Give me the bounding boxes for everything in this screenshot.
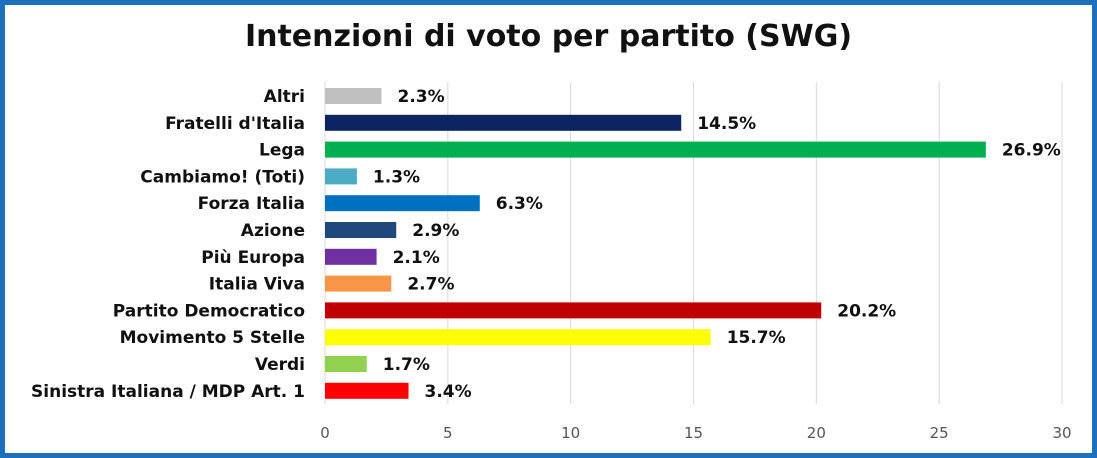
x-tick-label: 25 xyxy=(930,424,949,442)
bar xyxy=(325,248,377,265)
value-label: 2.3% xyxy=(398,87,445,107)
category-label: Partito Democratico xyxy=(113,301,305,321)
value-label: 3.4% xyxy=(425,382,472,402)
x-tick-label: 5 xyxy=(443,424,453,442)
bar xyxy=(325,356,367,372)
bar xyxy=(325,302,822,319)
x-tick-label: 0 xyxy=(320,424,330,442)
category-label: Altri xyxy=(264,87,305,107)
bar xyxy=(325,382,409,399)
value-label: 1.7% xyxy=(383,355,430,375)
category-label: Verdi xyxy=(255,355,305,375)
value-label: 2.7% xyxy=(407,275,454,295)
value-label: 14.5% xyxy=(697,114,756,134)
category-label: Movimento 5 Stelle xyxy=(120,328,305,348)
value-label: 1.3% xyxy=(373,167,420,187)
bar xyxy=(325,222,397,238)
value-label: 15.7% xyxy=(727,328,786,348)
category-label: Sinistra Italiana / MDP Art. 1 xyxy=(31,382,305,402)
category-label: Lega xyxy=(259,141,305,161)
category-label: Cambiamo! (Toti) xyxy=(140,167,305,187)
category-label: Forza Italia xyxy=(198,194,305,214)
value-label: 20.2% xyxy=(837,301,896,321)
chart-title: Intenzioni di voto per partito (SWG) xyxy=(244,19,853,54)
category-label: Azione xyxy=(241,221,305,241)
value-label: 6.3% xyxy=(496,194,543,214)
x-tick-label: 15 xyxy=(684,424,703,442)
value-label: 2.9% xyxy=(412,221,459,241)
value-label: 26.9% xyxy=(1002,141,1061,161)
bar xyxy=(325,329,711,346)
labels: 0 5 10 15 20 25 30 Altri 2.3% Fratelli d'Italia 14… xyxy=(31,87,1072,442)
category-label: Fratelli d'Italia xyxy=(165,114,305,134)
bar xyxy=(325,275,392,292)
bar xyxy=(325,168,357,185)
x-tick-label: 20 xyxy=(807,424,826,442)
bar xyxy=(325,88,382,104)
x-tick-label: 10 xyxy=(561,424,580,442)
bar xyxy=(325,114,682,131)
category-label: Più Europa xyxy=(201,248,305,268)
bars xyxy=(325,88,986,399)
gridlines xyxy=(324,82,1063,404)
category-label: Italia Viva xyxy=(209,275,305,295)
bar xyxy=(325,141,986,158)
value-label: 2.1% xyxy=(393,248,440,268)
x-tick-label: 30 xyxy=(1052,424,1071,442)
bar xyxy=(325,195,480,212)
